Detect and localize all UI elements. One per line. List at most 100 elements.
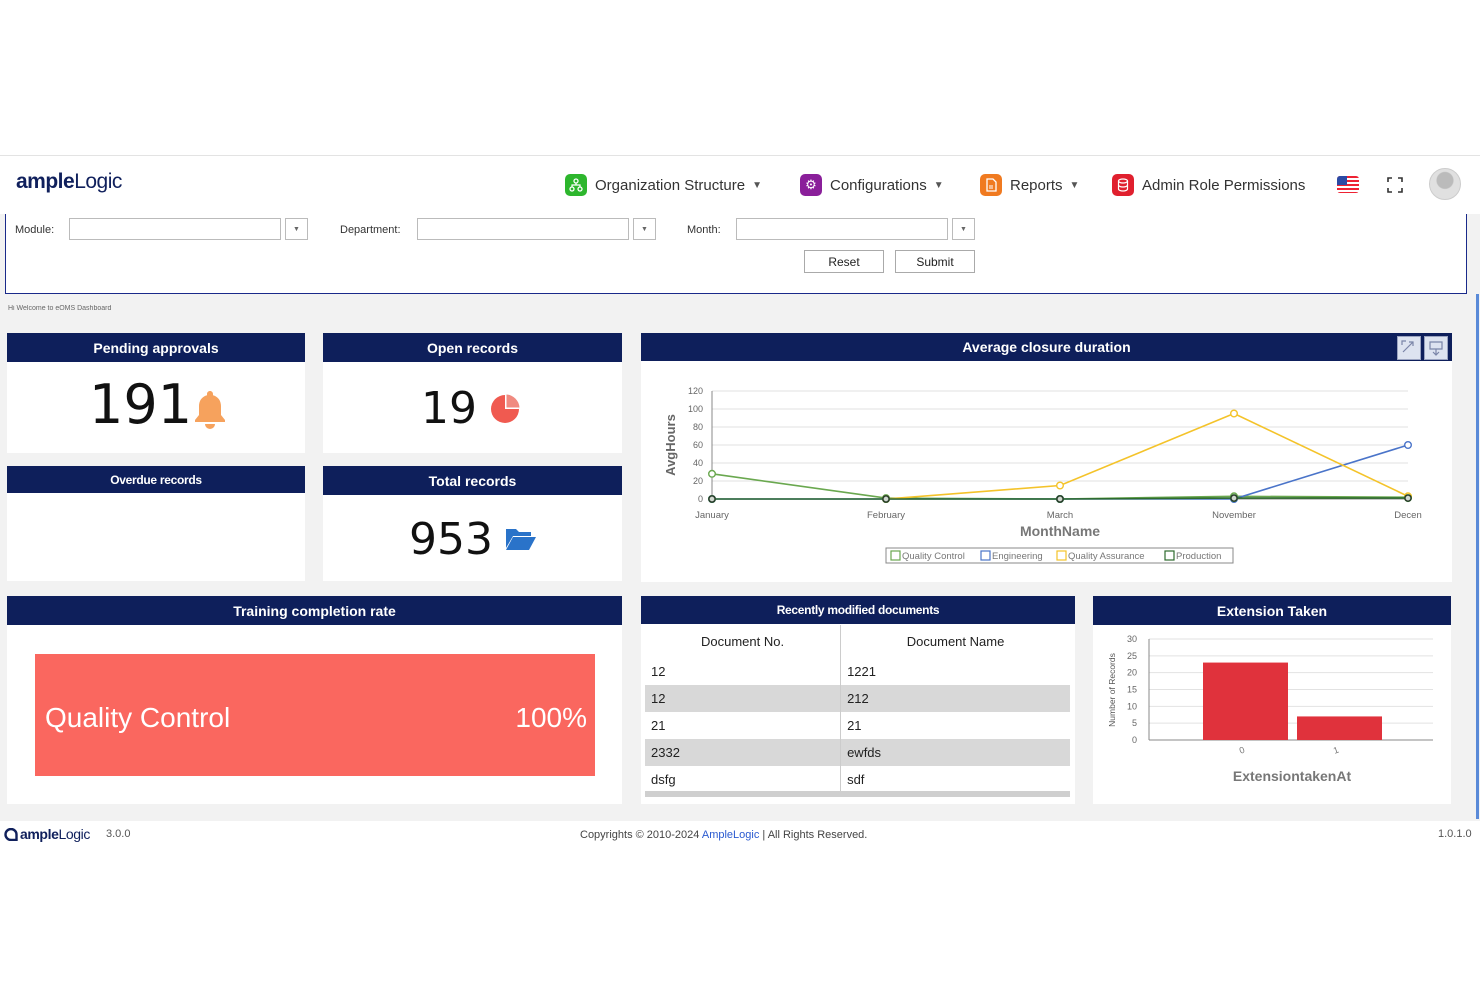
legend-label: Production	[1176, 551, 1221, 562]
data-point	[708, 495, 716, 503]
x-axis-title: ExtensiontakenAt	[1233, 768, 1352, 784]
month-select[interactable]	[736, 218, 948, 240]
us-flag-icon[interactable]	[1337, 176, 1359, 193]
document-name-cell: 21	[840, 712, 1070, 739]
table-header-row: Document No. Document Name	[645, 625, 1070, 658]
series-line	[885, 412, 1409, 500]
column-header-document-no[interactable]: Document No.	[700, 634, 785, 649]
total-records-card[interactable]: Total records 953	[323, 466, 622, 581]
document-name-cell: ewfds	[840, 739, 1070, 766]
table-row[interactable]: 2332 ewfds	[645, 739, 1070, 766]
card-title: Extension Taken	[1093, 596, 1451, 625]
chevron-down-icon: ▼	[1069, 179, 1080, 191]
card-title: Pending approvals	[7, 333, 305, 362]
recent-documents-table: Document No. Document Name 12 1221 12 212 …	[645, 625, 1070, 793]
module-label: Module:	[15, 224, 55, 236]
avg-closure-duration-card: Average closure duration 0 20 40 60 80 100 120…	[641, 333, 1452, 582]
database-icon	[1112, 174, 1134, 196]
top-navbar: ampleLogic Organization Structure ▼ ⚙ Co…	[0, 156, 1480, 214]
build-version: 1.0.1.0	[1438, 828, 1472, 840]
training-progress-track: Quality Control 100%	[35, 654, 595, 776]
data-point	[1230, 409, 1239, 418]
open-records-card[interactable]: Open records 19	[323, 333, 622, 453]
nav-admin-role-permissions[interactable]: Admin Role Permissions	[1112, 172, 1305, 198]
legend-swatch	[890, 550, 901, 561]
card-title: Overdue records	[7, 466, 305, 493]
submit-button[interactable]: Submit	[895, 250, 975, 273]
y-axis-title: Number of Records	[1107, 653, 1117, 727]
overdue-records-card[interactable]: Overdue records	[7, 466, 305, 581]
document-name-cell: 212	[840, 685, 1070, 712]
download-chart-icon[interactable]	[1424, 336, 1448, 360]
pending-approvals-count: 191	[89, 373, 193, 436]
table-row[interactable]: 12 212	[645, 685, 1070, 712]
table-scrollbar[interactable]	[645, 791, 1070, 797]
amplelogic-link[interactable]: AmpleLogic	[701, 829, 760, 841]
y-tick-label: 100	[688, 404, 703, 414]
amplelogic-logo[interactable]: ampleLogic	[16, 170, 122, 194]
recent-documents-card: Recently modified documents Document No.…	[641, 596, 1075, 804]
total-records-count: 953	[409, 514, 493, 565]
module-select[interactable]	[69, 218, 281, 240]
y-tick-label: 0	[1132, 735, 1137, 745]
page-scrollbar[interactable]	[1476, 294, 1479, 819]
open-folder-icon	[506, 529, 536, 550]
y-tick-label: 20	[1127, 668, 1137, 678]
card-title: Training completion rate	[7, 596, 622, 625]
user-avatar[interactable]	[1429, 168, 1461, 200]
fullscreen-icon[interactable]	[1386, 176, 1404, 194]
nav-configurations[interactable]: ⚙ Configurations ▼	[800, 172, 944, 198]
chart-legend: Quality Control Engineering Quality Assura…	[885, 547, 1234, 564]
pending-approvals-card[interactable]: Pending approvals 191	[7, 333, 305, 453]
nav-label: Organization Structure	[595, 176, 746, 194]
x-tick-label: 1	[1332, 745, 1340, 756]
legend-swatch	[980, 550, 991, 561]
department-dropdown-caret-icon[interactable]: ▼	[633, 218, 656, 240]
department-select[interactable]	[417, 218, 629, 240]
document-no-cell: 12	[651, 664, 666, 679]
card-title: Total records	[323, 466, 622, 495]
data-point	[882, 495, 890, 503]
card-title: Open records	[323, 333, 622, 362]
bar	[1297, 716, 1382, 740]
y-tick-label: 30	[1127, 634, 1137, 644]
training-progress-bar[interactable]	[35, 654, 595, 776]
table-row[interactable]: 12 1221	[645, 658, 1070, 685]
y-tick-label: 25	[1127, 651, 1137, 661]
x-tick-label: Decen	[1394, 510, 1421, 521]
legend-label: Quality Control	[902, 551, 965, 562]
bell-icon	[195, 391, 225, 429]
app-window: ampleLogic Organization Structure ▼ ⚙ Co…	[0, 155, 1480, 846]
footer-logo: ampleLogic	[20, 826, 90, 842]
nav-organization-structure[interactable]: Organization Structure ▼	[565, 172, 762, 198]
month-dropdown-caret-icon[interactable]: ▼	[952, 218, 975, 240]
legend-label: Quality Assurance	[1068, 551, 1145, 562]
table-row[interactable]: 21 21	[645, 712, 1070, 739]
nav-reports[interactable]: Reports ▼	[980, 172, 1079, 198]
footer: ampleLogic 3.0.0 Copyrights © 2010-2024 …	[0, 821, 1480, 846]
x-tick-label: January	[695, 510, 729, 521]
column-header-document-name[interactable]: Document Name	[840, 625, 1070, 658]
copyright-text: Copyrights © 2010-2024 AmpleLogic | All …	[580, 829, 867, 841]
chevron-down-icon: ▼	[933, 179, 944, 191]
x-axis-title: MonthName	[1020, 523, 1100, 539]
y-tick-label: 20	[693, 476, 703, 486]
data-point	[1404, 494, 1412, 502]
module-dropdown-caret-icon[interactable]: ▼	[285, 218, 308, 240]
footer-logo-bold: ample	[20, 826, 59, 842]
card-title: Average closure duration	[641, 333, 1452, 361]
copyright-prefix: Copyrights © 2010-2024	[580, 829, 702, 841]
nav-label: Reports	[1010, 176, 1063, 194]
gear-icon: ⚙	[800, 174, 822, 196]
table-row[interactable]: dsfg sdf	[645, 766, 1070, 793]
expand-chart-icon[interactable]	[1397, 336, 1421, 360]
filter-panel: Module: ▼ Department: ▼ Month: ▼ Reset S…	[5, 214, 1467, 294]
y-tick-label: 80	[693, 422, 703, 432]
document-name-cell: sdf	[840, 766, 1070, 793]
reset-button[interactable]: Reset	[804, 250, 884, 273]
series-line	[712, 444, 1409, 500]
data-point	[1056, 481, 1065, 490]
pie-chart-icon	[491, 394, 520, 423]
document-no-cell: 21	[651, 718, 666, 733]
document-no-cell: dsfg	[651, 772, 676, 787]
